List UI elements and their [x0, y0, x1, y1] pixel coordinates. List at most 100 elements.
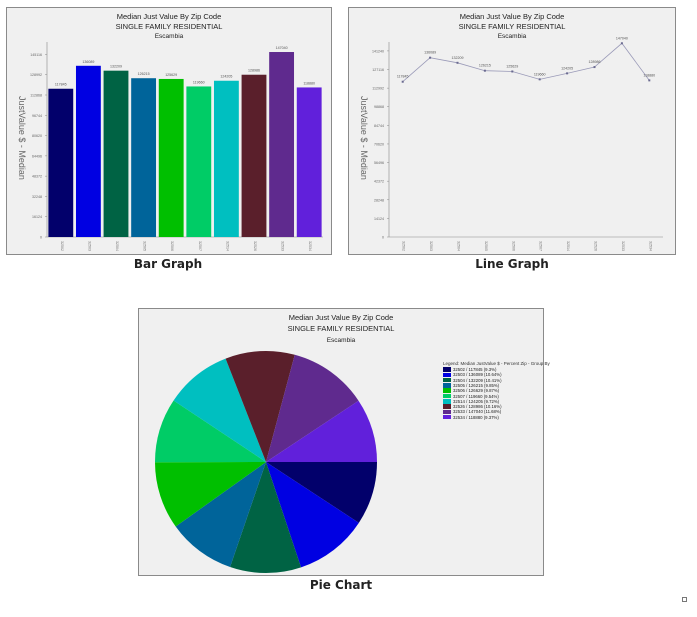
pie-chart-caption: Pie Chart — [309, 578, 373, 592]
y-tick-label: 48372 — [32, 175, 42, 179]
legend-swatch — [443, 367, 451, 372]
pie-slice — [155, 462, 266, 527]
line-chart-panel: Median Just Value By Zip Code SINGLE FAM… — [348, 7, 676, 255]
data-label: 128986 — [248, 69, 260, 73]
legend-swatch — [443, 388, 451, 393]
chart-subtitle-2: Escambia — [154, 33, 184, 40]
x-tick-label: 32502 — [60, 241, 64, 251]
legend-item: 32506 / 126629 (9.87%) — [443, 388, 499, 393]
bar-graph-caption: Bar Graph — [133, 257, 203, 271]
y-tick-label: 56496 — [374, 161, 384, 165]
legend-swatch — [443, 404, 451, 409]
x-tick-label: 32534 — [648, 241, 652, 251]
pie-slice — [266, 354, 359, 462]
legend-label: 32514 / 124205 (9.72%) — [453, 398, 500, 404]
x-tick-label: 32533 — [281, 241, 285, 251]
y-tick-label: 70620 — [374, 142, 384, 146]
chart-subtitle: SINGLE FAMILY RESIDENTIAL — [458, 22, 566, 31]
legend-label: 32505 / 126215 (9.85%) — [453, 382, 500, 388]
x-tick-label: 32505 — [484, 241, 488, 251]
data-point — [538, 78, 541, 81]
legend-item: 32504 / 132209 (10.41%) — [443, 378, 502, 383]
pie-chart-plot — [155, 351, 377, 573]
bar — [75, 65, 101, 237]
x-tick-label: 32514 — [566, 241, 570, 251]
x-tick-label: 32506 — [511, 241, 515, 251]
bar — [213, 80, 239, 237]
pie-slice — [230, 462, 302, 573]
pie-slice — [266, 462, 359, 568]
x-tick-label: 32504 — [457, 241, 461, 251]
legend-label: 32507 / 119660 (9.54%) — [453, 393, 499, 399]
pie-slice — [175, 462, 266, 568]
pie-slice — [266, 462, 377, 523]
y-tick-label: 0 — [40, 236, 42, 240]
x-tick-label: 32505 — [143, 241, 147, 251]
legend-item: 32534 / 118880 (9.37%) — [443, 415, 499, 420]
legend-label: 32503 / 136089 (10.64%) — [453, 372, 502, 378]
y-tick-label: 145116 — [30, 53, 42, 57]
data-point — [456, 61, 459, 64]
legend-swatch — [443, 383, 451, 388]
data-label: 147040 — [276, 46, 288, 50]
chart-subtitle: SINGLE FAMILY RESIDENTIAL — [115, 22, 223, 31]
data-label: 124205 — [561, 66, 573, 70]
y-tick-label: 128992 — [30, 73, 42, 77]
bar — [131, 78, 157, 238]
legend-item: 32514 / 124205 (9.72%) — [443, 399, 499, 404]
data-point — [483, 69, 486, 72]
data-label: 126215 — [479, 64, 491, 68]
data-point — [648, 79, 651, 82]
series-line — [402, 42, 650, 83]
data-label: 125629 — [165, 73, 177, 77]
bar — [269, 52, 295, 238]
pie-slice — [155, 400, 266, 463]
bar — [158, 78, 184, 237]
data-label: 119660 — [534, 72, 546, 76]
data-label: 117845 — [397, 75, 409, 79]
legend-item: 32533 / 147040 (11.68%) — [443, 409, 501, 414]
y-tick-label: 84744 — [374, 124, 384, 128]
y-tick-label: 112992 — [372, 87, 384, 91]
y-tick-label: 127116 — [372, 68, 384, 72]
x-tick-label: 32514 — [225, 241, 229, 251]
data-label: 132209 — [452, 56, 464, 60]
data-label: 147040 — [616, 36, 628, 40]
y-tick-label: 42372 — [374, 180, 384, 184]
y-tick-label: 14124 — [374, 217, 384, 221]
legend-item: 32507 / 119660 (9.54%) — [443, 394, 499, 399]
y-tick-label: 28248 — [374, 198, 384, 202]
chart-subtitle-2: Escambia — [497, 33, 527, 40]
data-label: 126215 — [138, 72, 150, 76]
x-tick-label: 32503 — [429, 241, 433, 251]
x-tick-label: 32507 — [539, 241, 543, 251]
chart-title: Median Just Value By Zip Code — [459, 12, 565, 21]
legend-label: 32534 / 118880 (9.37%) — [453, 414, 499, 420]
data-point — [401, 80, 404, 83]
data-label: 118880 — [643, 73, 655, 77]
x-tick-label: 32526 — [253, 241, 257, 251]
bar — [296, 87, 322, 238]
bar — [186, 86, 212, 238]
bar — [48, 88, 74, 238]
legend-swatch — [443, 414, 451, 420]
corner-marker — [682, 597, 687, 602]
chart-title: Median Just Value By Zip Code — [288, 313, 394, 322]
y-tick-label: 16124 — [32, 215, 42, 219]
bar-chart-panel: Median Just Value By Zip Code SINGLE FAM… — [6, 7, 332, 255]
x-tick-label: 32534 — [308, 241, 312, 251]
y-tick-label: 112868 — [30, 94, 42, 98]
legend-label: 32506 / 126629 (9.87%) — [453, 388, 500, 394]
y-tick-label: 64496 — [32, 154, 42, 158]
bar — [103, 70, 129, 237]
data-label: 119660 — [193, 80, 205, 84]
legend-item: 32526 / 128986 (10.16%) — [443, 404, 502, 409]
x-tick-label: 32507 — [198, 241, 202, 251]
x-tick-label: 32526 — [594, 241, 598, 251]
legend-label: 32533 / 147040 (11.68%) — [453, 409, 502, 415]
legend-swatch — [443, 409, 451, 415]
legend-label: 32504 / 132209 (10.41%) — [453, 377, 502, 383]
pie-slice — [225, 351, 295, 462]
line-graph-caption: Line Graph — [475, 257, 549, 271]
y-tick-label: 80620 — [32, 134, 42, 138]
